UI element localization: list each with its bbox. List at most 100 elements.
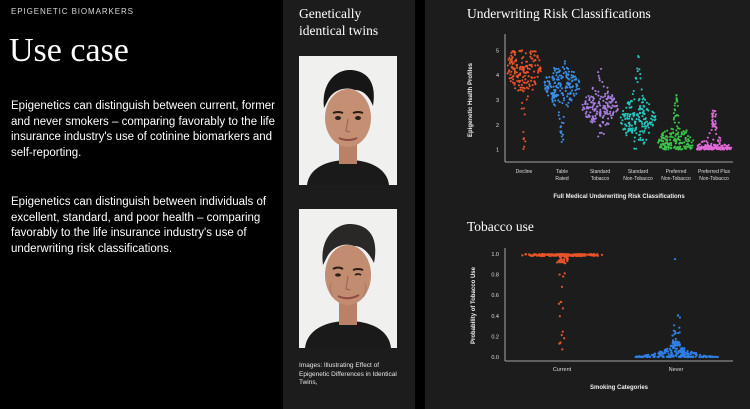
data-point	[606, 92, 609, 95]
data-point	[641, 101, 644, 104]
data-point	[514, 58, 518, 61]
data-point	[642, 97, 645, 100]
data-point	[674, 115, 677, 118]
data-point	[562, 99, 565, 102]
data-point	[548, 80, 551, 83]
data-point	[587, 94, 590, 98]
data-point	[528, 85, 531, 88]
data-point	[680, 348, 683, 351]
data-point	[648, 103, 651, 106]
data-point	[602, 96, 605, 99]
data-point	[710, 142, 713, 145]
data-point	[523, 74, 526, 77]
data-point	[531, 88, 534, 91]
data-point	[560, 140, 563, 144]
data-point	[676, 340, 679, 343]
data-point	[714, 120, 717, 123]
data-point	[554, 88, 557, 92]
data-point	[694, 352, 697, 356]
data-point	[687, 138, 690, 141]
data-point	[531, 84, 534, 87]
data-point	[640, 108, 643, 111]
data-point	[627, 117, 631, 120]
data-point	[595, 105, 598, 108]
data-point	[676, 137, 679, 140]
data-point	[518, 73, 521, 76]
intro-panel: EPIGENETIC BIOMARKERS Use case Epigeneti…	[0, 0, 283, 409]
data-point	[675, 139, 678, 142]
data-point	[638, 68, 641, 71]
data-point	[515, 71, 518, 74]
data-point	[525, 98, 528, 101]
data-point	[546, 253, 549, 256]
data-point	[566, 92, 570, 95]
data-point	[519, 72, 522, 75]
data-point	[585, 110, 588, 113]
data-point	[567, 73, 570, 76]
data-point	[599, 125, 602, 128]
data-point	[506, 64, 509, 67]
data-point	[708, 132, 711, 135]
data-point	[567, 67, 570, 70]
data-point	[611, 112, 614, 115]
data-point	[512, 50, 515, 53]
data-point	[668, 347, 671, 350]
data-point	[571, 89, 574, 92]
data-point	[672, 112, 675, 115]
data-point	[724, 146, 727, 149]
data-point	[555, 74, 558, 77]
data-point	[558, 252, 561, 256]
data-point	[508, 62, 511, 65]
data-point	[675, 99, 678, 102]
data-point	[653, 352, 657, 355]
data-point	[692, 355, 695, 359]
data-point	[713, 123, 716, 126]
data-point	[705, 147, 708, 150]
data-point	[661, 352, 664, 355]
data-point	[561, 348, 564, 351]
data-point	[606, 122, 609, 125]
data-point	[549, 85, 553, 88]
data-point	[683, 349, 686, 352]
data-point	[633, 147, 636, 150]
data-point	[575, 77, 578, 80]
data-point	[562, 121, 565, 125]
data-point	[512, 67, 515, 70]
data-point	[563, 60, 566, 63]
data-point	[609, 96, 612, 100]
twin-photo-2	[299, 209, 397, 348]
data-point	[557, 83, 560, 86]
data-point	[538, 59, 541, 62]
data-point	[558, 315, 561, 318]
data-point	[711, 109, 714, 112]
data-point	[523, 71, 526, 74]
data-point	[684, 137, 687, 140]
data-point	[675, 132, 678, 136]
data-point	[714, 125, 717, 128]
data-point	[658, 139, 661, 142]
data-point	[570, 254, 573, 257]
data-point	[651, 124, 654, 127]
x-tick-label: Table	[556, 169, 568, 175]
data-point	[666, 139, 669, 142]
data-point	[683, 347, 686, 350]
data-point	[634, 76, 637, 79]
data-point	[627, 127, 630, 131]
smoking-paragraph: Epigenetics can distinguish between curr…	[11, 100, 276, 159]
data-point	[623, 127, 626, 130]
data-point	[638, 111, 642, 114]
data-point	[638, 97, 641, 100]
data-point	[630, 105, 633, 109]
data-point	[509, 73, 512, 76]
data-point	[671, 341, 674, 344]
data-point	[562, 94, 565, 97]
data-point	[533, 80, 536, 83]
data-point	[663, 130, 666, 133]
twins-panel: Genetically identical twins	[283, 0, 415, 409]
data-point	[576, 88, 579, 91]
data-point	[634, 128, 637, 131]
data-point	[647, 109, 650, 112]
data-point	[725, 145, 729, 148]
data-point	[569, 92, 572, 95]
data-point	[529, 53, 533, 56]
